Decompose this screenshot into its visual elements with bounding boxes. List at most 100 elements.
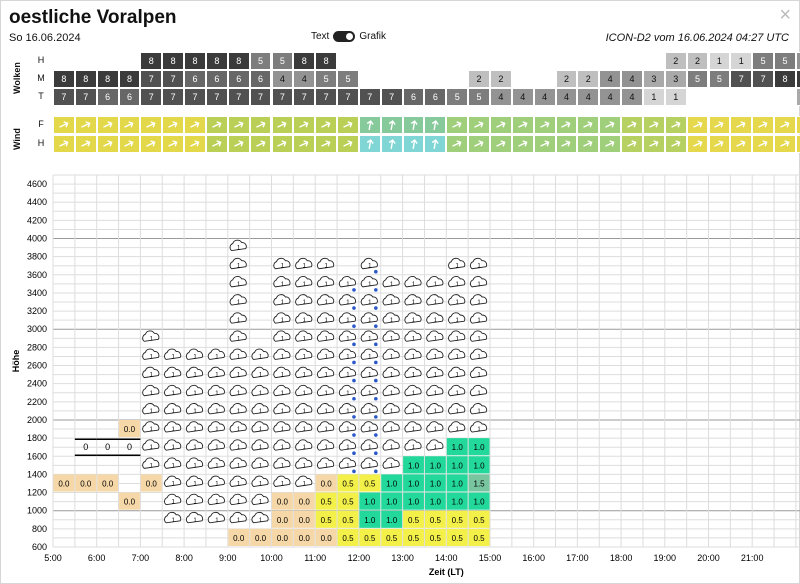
page-title: oestliche Voralpen — [9, 7, 177, 28]
svg-text:1: 1 — [303, 300, 307, 306]
svg-text:1: 1 — [368, 373, 372, 379]
cloud-cell: 4 — [621, 88, 643, 106]
lift-value: 1.0 — [452, 443, 464, 452]
lift-cell — [403, 474, 424, 492]
cloud-cell: 7 — [53, 88, 75, 106]
svg-text:1: 1 — [281, 373, 285, 379]
svg-text:1: 1 — [303, 282, 307, 288]
svg-text:1: 1 — [172, 481, 176, 487]
cloud-icon: 1 — [426, 330, 444, 342]
cloud-icon: 1 — [229, 439, 247, 451]
svg-text:1: 1 — [434, 391, 438, 397]
x-tick-label: 15:00 — [479, 553, 502, 563]
lift-cell — [293, 510, 315, 528]
cloud-cell: 4 — [490, 88, 512, 106]
y-tick-label: 1400 — [27, 469, 47, 479]
cloud-icon: 1 — [426, 348, 444, 360]
svg-text:1: 1 — [150, 427, 154, 433]
lift-cell — [293, 492, 315, 510]
close-icon[interactable]: × — [779, 4, 791, 26]
lift-value: 0.0 — [58, 479, 70, 488]
lift-value: 1.5 — [474, 479, 486, 488]
cloud-icon: 1 — [273, 457, 291, 469]
cloud-cell — [468, 52, 490, 70]
lift-cell — [315, 474, 337, 492]
svg-text:1: 1 — [456, 282, 460, 288]
svg-text:1: 1 — [412, 282, 416, 288]
cloud-icon: 1 — [164, 511, 182, 524]
cloud-icon: 1 — [382, 366, 400, 379]
cloud-icon: 1 — [273, 312, 291, 324]
svg-text:1: 1 — [434, 318, 438, 324]
rain-cloud-icon: 1 — [338, 348, 356, 365]
cloud-row-label-T: T — [38, 91, 44, 101]
y-tick-label: 3400 — [27, 288, 47, 298]
svg-text:1: 1 — [303, 354, 307, 360]
svg-text:1: 1 — [324, 373, 328, 379]
svg-text:1: 1 — [456, 427, 460, 433]
svg-text:1: 1 — [303, 318, 307, 324]
wind-arrow-icon — [686, 116, 709, 134]
cloud-cell — [358, 70, 381, 88]
svg-text:1: 1 — [390, 445, 394, 451]
lift-value: 0.0 — [299, 534, 311, 543]
cloud-icon: 1 — [229, 276, 247, 288]
svg-text:1: 1 — [390, 373, 394, 379]
svg-text:1: 1 — [477, 318, 481, 324]
cloud-icon: 1 — [448, 384, 466, 397]
svg-text:1: 1 — [237, 354, 241, 360]
lift-cell — [403, 456, 424, 474]
cloud-icon: 1 — [185, 403, 203, 415]
y-tick-label: 1000 — [27, 506, 47, 516]
cloud-cell: 7 — [205, 88, 228, 106]
cloud-icon: 1 — [448, 421, 466, 433]
cloud-icon: 1 — [207, 457, 225, 469]
wind-arrow-icon — [96, 135, 119, 153]
svg-text:1: 1 — [324, 409, 328, 415]
cloud-cell: 8 — [96, 70, 119, 88]
lift-cell — [424, 456, 446, 474]
svg-text:1: 1 — [259, 409, 263, 415]
x-tick-label: 10:00 — [260, 553, 283, 563]
cloud-cell: 7 — [315, 88, 338, 106]
wind-arrow-icon — [686, 135, 709, 153]
wind-arrow-icon — [424, 135, 447, 153]
cloud-cell: 1 — [730, 52, 753, 70]
x-tick-label: 17:00 — [566, 553, 589, 563]
cloud-cell: 7 — [380, 88, 403, 106]
cloud-icon: 1 — [404, 348, 422, 360]
svg-text:1: 1 — [193, 354, 197, 360]
view-switch[interactable] — [333, 31, 356, 42]
cloud-icon: 1 — [164, 384, 182, 397]
rain-cloud-icon: 1 — [338, 457, 356, 474]
cloud-icon: 1 — [207, 366, 225, 379]
wind-arrow-icon — [642, 135, 665, 153]
cloud-cell: 5 — [468, 88, 490, 106]
cloud-icon: 1 — [317, 276, 335, 288]
svg-text:1: 1 — [237, 300, 241, 306]
x-axis-title: Zeit (LT) — [429, 567, 464, 577]
cloud-icon: 1 — [470, 312, 488, 324]
lift-cell — [446, 456, 468, 474]
svg-text:1: 1 — [477, 391, 481, 397]
y-tick-label: 4400 — [27, 197, 47, 207]
cloud-icon: 1 — [317, 294, 335, 306]
lift-cell — [228, 528, 250, 546]
cloud-icon: 1 — [382, 348, 400, 360]
svg-text:1: 1 — [346, 373, 350, 379]
svg-text:1: 1 — [456, 373, 460, 379]
svg-text:1: 1 — [259, 354, 263, 360]
svg-text:1: 1 — [390, 391, 394, 397]
cloud-icon: 1 — [273, 257, 291, 270]
cloud-cell — [511, 70, 534, 88]
view-toggle[interactable]: Text Grafik — [311, 31, 386, 42]
cloud-icon: 1 — [317, 384, 335, 397]
cloud-cell: 7 — [162, 88, 185, 106]
y-tick-label: 2400 — [27, 379, 47, 389]
cloud-cell: 8 — [795, 70, 800, 88]
svg-text:1: 1 — [434, 445, 438, 451]
lift-value: 0.5 — [452, 516, 464, 525]
svg-text:1: 1 — [390, 463, 394, 469]
toggle-text-label: Text — [311, 31, 330, 42]
cloud-cell — [577, 52, 600, 70]
